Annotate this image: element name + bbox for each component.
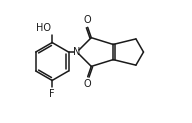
Text: F: F [49, 89, 55, 99]
Text: N: N [73, 47, 81, 57]
Text: HO: HO [36, 23, 50, 33]
Text: O: O [84, 79, 92, 89]
Text: O: O [84, 15, 92, 25]
